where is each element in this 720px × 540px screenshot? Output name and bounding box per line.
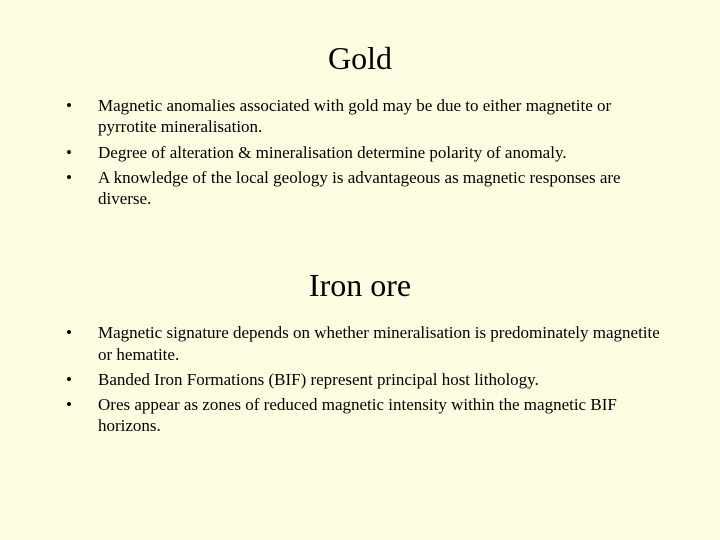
- bullet-list-iron-ore: • Magnetic signature depends on whether …: [50, 322, 670, 436]
- bullet-text: Magnetic signature depends on whether mi…: [98, 323, 660, 363]
- bullet-text: A knowledge of the local geology is adva…: [98, 168, 621, 208]
- bullet-text: Ores appear as zones of reduced magnetic…: [98, 395, 617, 435]
- bullet-icon: •: [66, 95, 72, 116]
- list-item: • Ores appear as zones of reduced magnet…: [60, 394, 660, 437]
- bullet-icon: •: [66, 369, 72, 390]
- slide: Gold • Magnetic anomalies associated wit…: [0, 0, 720, 540]
- bullet-icon: •: [66, 167, 72, 188]
- section-iron-ore: Iron ore • Magnetic signature depends on…: [50, 267, 670, 436]
- bullet-list-gold: • Magnetic anomalies associated with gol…: [50, 95, 670, 209]
- section-gold: Gold • Magnetic anomalies associated wit…: [50, 40, 670, 209]
- list-item: • Magnetic anomalies associated with gol…: [60, 95, 660, 138]
- section-title-iron-ore: Iron ore: [50, 267, 670, 304]
- list-item: • Banded Iron Formations (BIF) represent…: [60, 369, 660, 390]
- bullet-text: Magnetic anomalies associated with gold …: [98, 96, 611, 136]
- bullet-icon: •: [66, 322, 72, 343]
- list-item: • A knowledge of the local geology is ad…: [60, 167, 660, 210]
- bullet-text: Degree of alteration & mineralisation de…: [98, 143, 567, 162]
- bullet-icon: •: [66, 394, 72, 415]
- section-title-gold: Gold: [50, 40, 670, 77]
- bullet-icon: •: [66, 142, 72, 163]
- list-item: • Degree of alteration & mineralisation …: [60, 142, 660, 163]
- bullet-text: Banded Iron Formations (BIF) represent p…: [98, 370, 539, 389]
- list-item: • Magnetic signature depends on whether …: [60, 322, 660, 365]
